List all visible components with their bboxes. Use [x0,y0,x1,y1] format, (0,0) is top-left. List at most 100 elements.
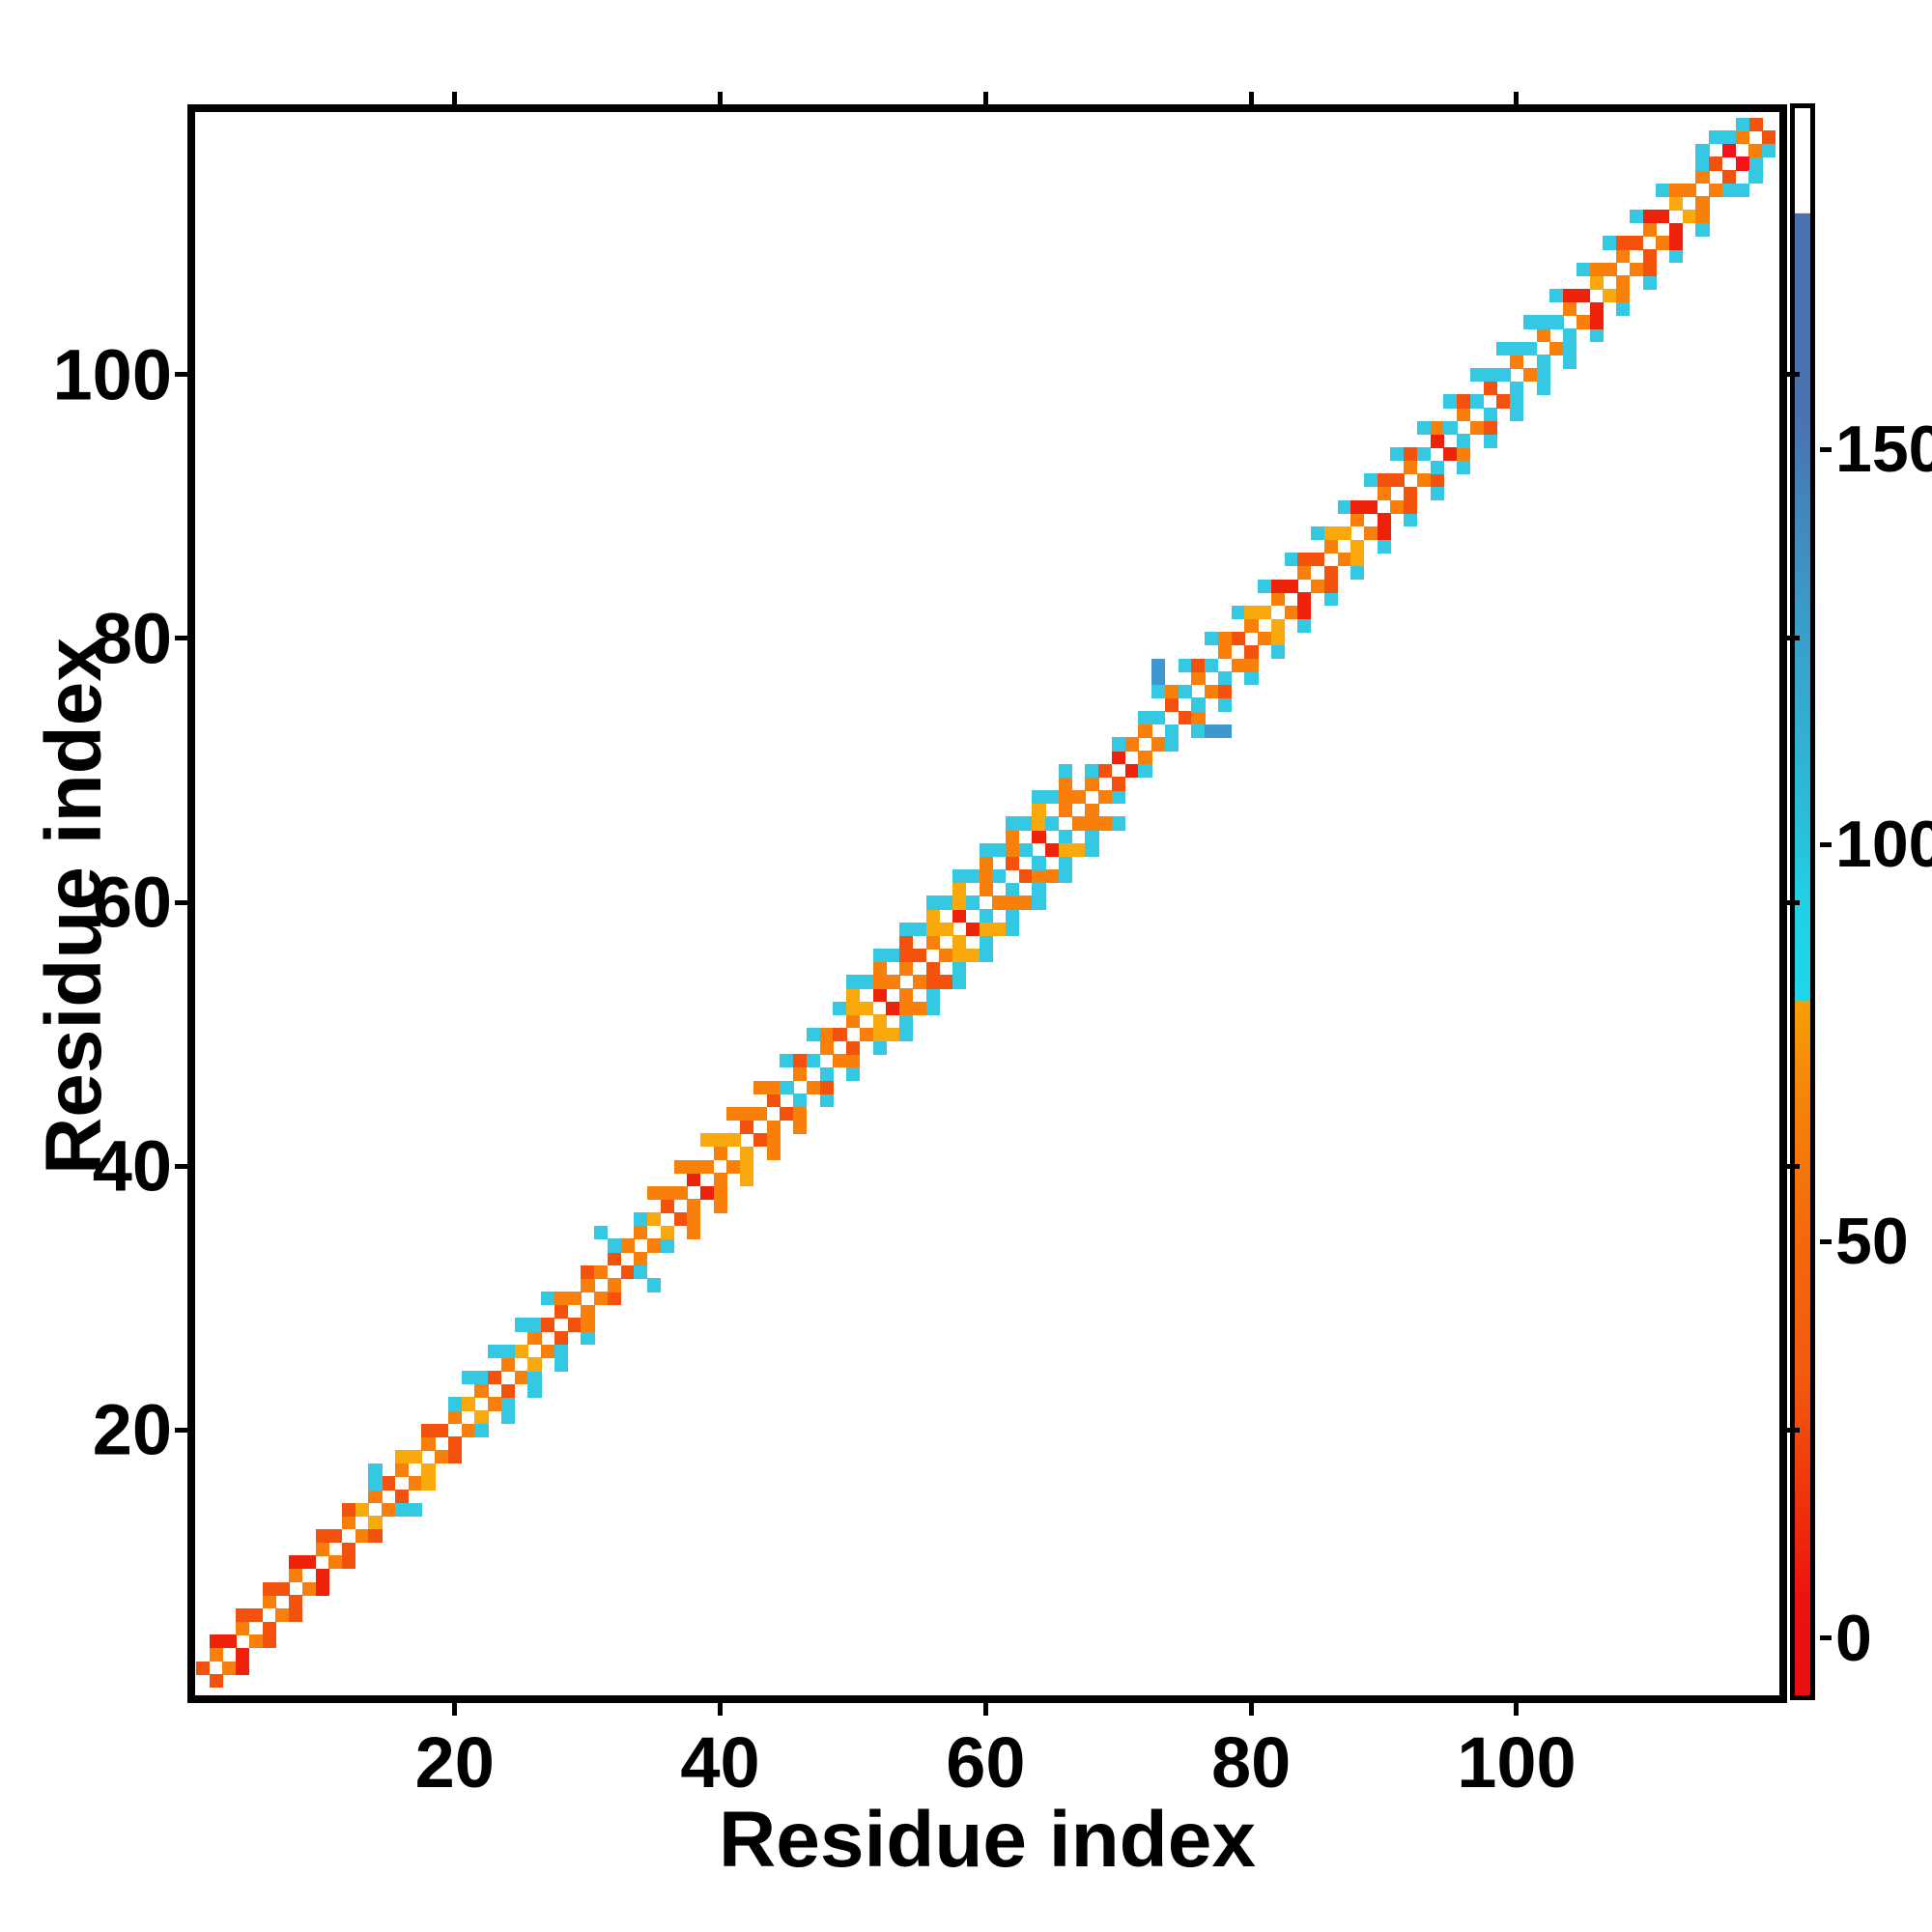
heatmap-cell [262,1621,276,1635]
heatmap-cell [328,1528,343,1544]
heatmap-cell [500,1397,516,1411]
heatmap-cell [1284,605,1298,620]
heatmap-cell [1762,143,1776,158]
heatmap-cell [899,935,914,950]
axis-tick [1248,1703,1254,1716]
heatmap-cell [1496,341,1511,355]
heatmap-cell [899,961,914,976]
heatmap-cell [1217,644,1233,660]
heatmap-cell [1457,407,1471,422]
heatmap-cell [1695,222,1710,237]
heatmap-cell [342,1555,356,1570]
heatmap-cell [275,1581,290,1596]
heatmap-cell [1721,183,1737,198]
heatmap-cell [461,1397,475,1411]
y-tick-label: 40 [92,1125,172,1207]
heatmap-cell [1058,830,1073,844]
heatmap-cell [899,922,914,936]
heatmap-cell [1616,289,1631,303]
heatmap-cell [1669,222,1684,237]
heatmap-cell [979,948,993,963]
heatmap-cell [753,1080,768,1094]
heatmap-cell [992,869,1007,884]
heatmap-cell [1536,355,1550,369]
heatmap-cell [368,1516,383,1530]
y-tick-label: 60 [92,862,172,943]
heatmap-cell [952,895,967,910]
heatmap-cell [289,1555,303,1570]
heatmap-cell [1377,526,1391,541]
heatmap-cell [1536,328,1550,343]
heatmap-cell [1164,697,1179,712]
heatmap-cell [355,1528,369,1544]
heatmap-cell [1735,183,1749,198]
heatmap-cell [952,975,967,989]
heatmap-cell [1258,632,1272,646]
heatmap-cell [1457,434,1471,448]
heatmap-cell [1589,315,1604,329]
heatmap-cell [1311,553,1325,567]
heatmap-cell [780,1106,794,1122]
heatmap-cell [209,1647,223,1662]
heatmap-cell [488,1344,502,1358]
heatmap-cell [1669,183,1684,198]
heatmap-cell [394,1450,410,1464]
heatmap-cell [939,948,953,963]
heatmap-cell [713,1185,727,1201]
heatmap-cell [581,1264,595,1279]
heatmap-cell [1124,737,1139,752]
heatmap-cell [1244,658,1259,672]
heatmap-cell [594,1292,609,1306]
heatmap-cell [1430,486,1444,501]
heatmap-cell [222,1661,237,1675]
heatmap-cell [1217,684,1233,699]
heatmap-cell [634,1252,648,1266]
heatmap-cell [1563,289,1577,303]
heatmap-cell [699,1133,715,1148]
heatmap-cell [806,1027,821,1042]
heatmap-cell [1085,816,1099,831]
heatmap-cell [859,1001,874,1015]
heatmap-cell [328,1555,343,1570]
heatmap-cell [1404,513,1418,527]
axis-tick [175,1163,187,1169]
heatmap-cell [1258,605,1272,620]
heatmap-cell [1589,262,1604,276]
heatmap-cell [1111,790,1126,805]
heatmap-cell [1284,553,1298,567]
heatmap-cell [753,1106,768,1122]
heatmap-cell [726,1159,741,1174]
heatmap-cell [1642,249,1657,264]
heatmap-cell [952,909,967,923]
heatmap-cell [1006,830,1020,844]
heatmap-cell [740,1120,754,1134]
heatmap-cell [925,987,940,1003]
y-tick-label: 80 [92,598,172,679]
heatmap-cell [766,1094,781,1108]
heatmap-cell [554,1331,569,1346]
heatmap-cell [1111,816,1126,831]
heatmap-cell [1377,486,1391,501]
heatmap-cell [1416,473,1432,488]
heatmap-cell [1695,156,1710,171]
heatmap-cell [1416,420,1432,435]
heatmap-cell [1483,368,1497,383]
heatmap-cell [248,1607,264,1623]
heatmap-cell [474,1410,489,1425]
heatmap-cell [886,1027,900,1042]
heatmap-cell [833,1027,847,1042]
heatmap-cell [819,1094,834,1108]
heatmap-cell [567,1292,582,1306]
heatmap-cell [541,1344,555,1358]
heatmap-cell [1006,909,1020,923]
heatmap-cell [1656,183,1670,198]
heatmap-cell [1058,856,1073,870]
heatmap-cell [1404,486,1418,501]
heatmap-cell [1483,434,1497,448]
heatmap-cell [687,1173,701,1187]
heatmap-cell [1563,355,1577,369]
heatmap-cell [1164,684,1179,699]
heatmap-cell [301,1555,316,1570]
heatmap-cell [965,948,980,963]
heatmap-cell [1536,381,1550,395]
